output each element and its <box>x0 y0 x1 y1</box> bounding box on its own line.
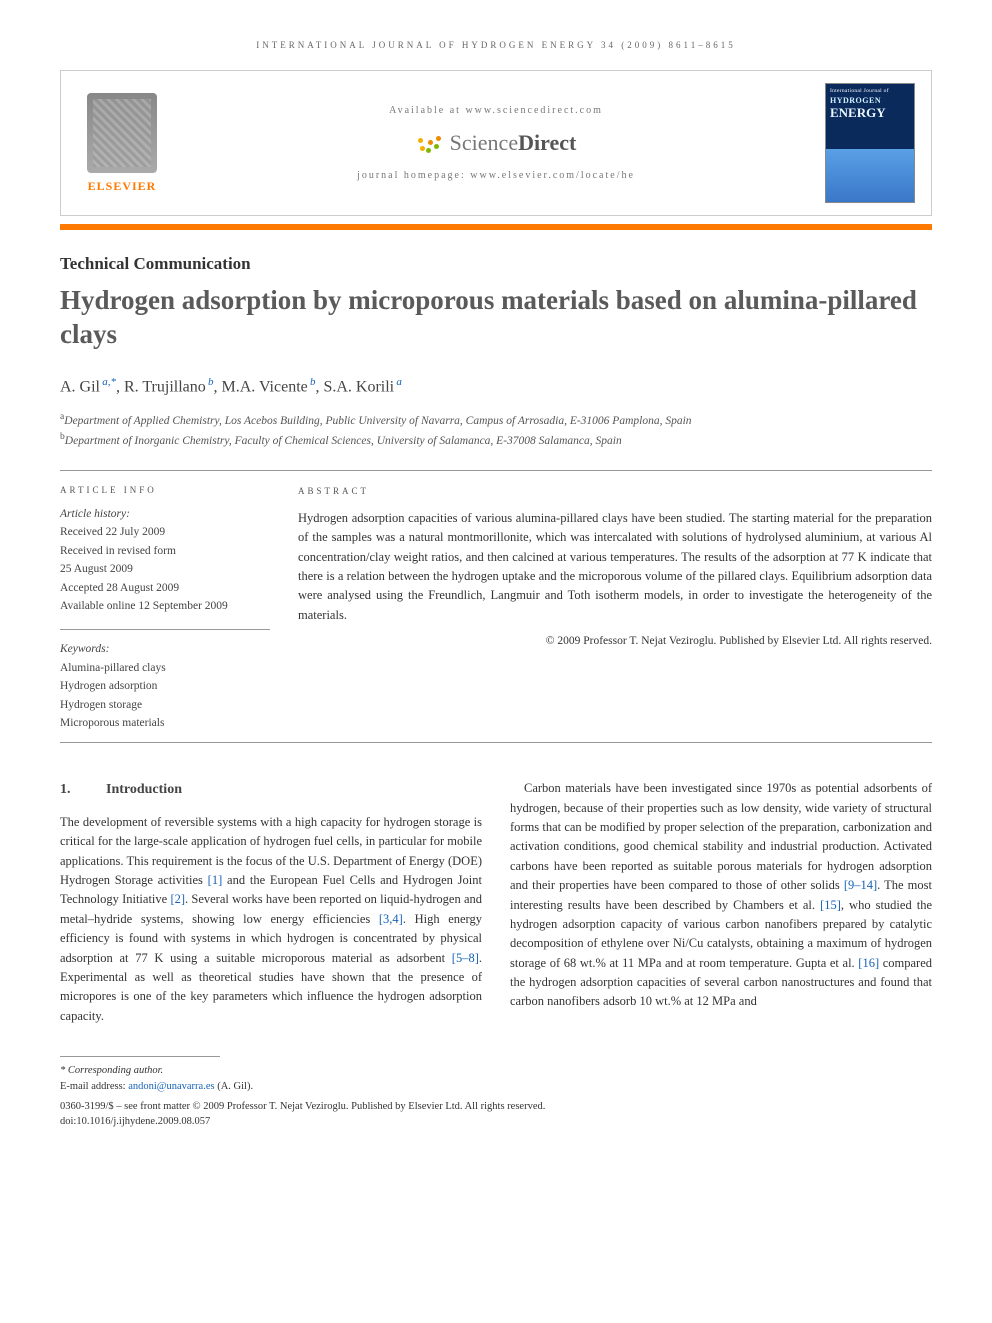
footnote-rule <box>60 1056 220 1057</box>
author-list: A. Gil a,*, R. Trujillano b, M.A. Vicent… <box>60 376 932 396</box>
accent-rule <box>60 224 932 230</box>
footer-metadata: 0360-3199/$ – see front matter © 2009 Pr… <box>60 1099 932 1131</box>
section-heading-introduction: 1.Introduction <box>60 779 482 801</box>
abstract-column: ABSTRACT Hydrogen adsorption capacities … <box>298 485 932 732</box>
divider <box>60 629 270 630</box>
elsevier-label: ELSEVIER <box>88 179 157 194</box>
banner-center: Available at www.sciencedirect.com Scien… <box>167 105 825 181</box>
article-type: Technical Communication <box>60 254 932 274</box>
divider <box>60 742 932 743</box>
author-email[interactable]: andoni@unavarra.es <box>128 1081 214 1092</box>
keywords-block: Keywords: Alumina-pillared claysHydrogen… <box>60 640 270 732</box>
sciencedirect-dots-icon <box>416 132 444 154</box>
elsevier-logo-block: ELSEVIER <box>77 93 167 194</box>
article-body: 1.Introduction The development of revers… <box>60 779 932 1026</box>
running-header: INTERNATIONAL JOURNAL OF HYDROGEN ENERGY… <box>60 40 932 50</box>
affiliation-list: aDepartment of Applied Chemistry, Los Ac… <box>60 410 932 450</box>
abstract-text: Hydrogen adsorption capacities of variou… <box>298 509 932 625</box>
abstract-copyright: © 2009 Professor T. Nejat Veziroglu. Pub… <box>298 633 932 651</box>
available-at-line: Available at www.sciencedirect.com <box>167 105 825 116</box>
journal-homepage-line: journal homepage: www.elsevier.com/locat… <box>167 170 825 181</box>
elsevier-tree-icon <box>87 93 157 173</box>
journal-header-banner: ELSEVIER Available at www.sciencedirect.… <box>60 70 932 216</box>
divider <box>60 470 932 471</box>
body-paragraph: The development of reversible systems wi… <box>60 813 482 1026</box>
journal-cover-thumbnail: International Journal of HYDROGEN ENERGY <box>825 83 915 203</box>
sciencedirect-wordmark: ScienceDirect <box>450 130 577 156</box>
abstract-label: ABSTRACT <box>298 485 932 499</box>
sciencedirect-logo: ScienceDirect <box>416 130 577 156</box>
article-title: Hydrogen adsorption by microporous mater… <box>60 284 932 352</box>
article-info-column: ARTICLE INFO Article history: Received 2… <box>60 485 270 732</box>
body-paragraph: Carbon materials have been investigated … <box>510 779 932 1012</box>
article-info-label: ARTICLE INFO <box>60 485 270 495</box>
corresponding-author-footnote: * Corresponding author. E-mail address: … <box>60 1063 932 1095</box>
article-history: Article history: Received 22 July 2009Re… <box>60 505 270 615</box>
